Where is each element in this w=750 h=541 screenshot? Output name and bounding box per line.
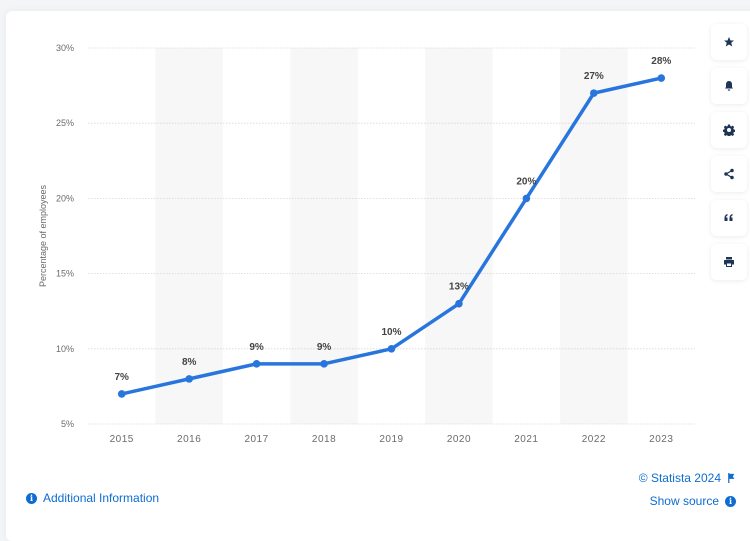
bell-icon (725, 81, 733, 91)
info-icon: i (26, 492, 37, 504)
data-label: 8% (182, 357, 197, 368)
printer-icon (724, 257, 734, 267)
data-point (252, 360, 261, 368)
data-point (387, 345, 396, 353)
data-point (117, 390, 126, 398)
alternating-bands (155, 48, 628, 424)
band (425, 48, 493, 424)
x-axis-ticks: 2015 2016 2017 2018 2019 2020 2021 2022 2023 (110, 434, 673, 445)
x-tick-label: 2023 (649, 434, 673, 445)
data-label: 20% (516, 176, 536, 187)
data-point (185, 375, 193, 383)
data-label: 7% (114, 372, 129, 383)
data-point (455, 299, 463, 308)
additional-information-link[interactable]: i Additional Information (26, 491, 159, 505)
cite-button[interactable] (711, 200, 747, 236)
flag-icon (728, 473, 735, 483)
data-points (117, 74, 666, 398)
data-point (657, 74, 666, 82)
x-tick-label: 2016 (177, 434, 201, 445)
info-icon: i (725, 495, 736, 507)
share-button[interactable] (711, 156, 747, 192)
statista-copyright-link[interactable]: © Statista 2024 (639, 471, 736, 485)
x-tick-label: 2022 (582, 434, 606, 445)
data-point (522, 194, 531, 203)
star-icon (724, 37, 734, 47)
y-tick-label: 20% (56, 193, 74, 203)
band (560, 48, 628, 424)
band (155, 48, 223, 424)
y-axis-label: Percentage of employees (38, 184, 48, 287)
data-point (320, 360, 328, 368)
data-label: 9% (249, 342, 264, 353)
y-tick-label: 25% (56, 118, 74, 128)
y-tick-label: 5% (61, 419, 74, 429)
favorite-button[interactable] (711, 24, 747, 60)
quote-icon (724, 214, 733, 221)
print-button[interactable] (711, 244, 747, 280)
x-tick-label: 2015 (110, 434, 134, 445)
y-tick-label: 15% (56, 269, 74, 279)
data-labels: 7% 8% 9% 9% 10% 13% 20% 27% 28% (114, 56, 671, 383)
gear-icon (723, 124, 735, 136)
y-tick-label: 10% (56, 344, 74, 354)
x-tick-label: 2021 (514, 434, 538, 445)
data-label: 28% (651, 56, 671, 67)
share-icon (724, 168, 734, 180)
show-source-link[interactable]: Show source i (650, 494, 736, 508)
x-tick-label: 2017 (244, 434, 268, 445)
data-label: 13% (449, 282, 469, 293)
show-source-label: Show source (649, 494, 719, 508)
data-point (590, 89, 598, 97)
additional-information-label: Additional Information (43, 491, 160, 505)
y-axis-ticks: 5% 10% 15% 20% 25% 30% (56, 43, 74, 429)
y-tick-label: 30% (56, 43, 74, 53)
data-label: 27% (584, 71, 604, 82)
x-tick-label: 2020 (447, 434, 471, 445)
copyright-label: © Statista 2024 (638, 471, 721, 485)
notification-button[interactable] (711, 68, 747, 104)
settings-button[interactable] (711, 112, 747, 148)
chart-toolbar (711, 24, 750, 288)
x-tick-label: 2018 (312, 434, 336, 445)
line-chart: 5% 10% 15% 20% 25% 30% Percentage of employee… (38, 43, 695, 445)
data-label: 9% (317, 342, 332, 353)
data-label: 10% (381, 327, 401, 338)
x-tick-label: 2019 (379, 434, 403, 445)
